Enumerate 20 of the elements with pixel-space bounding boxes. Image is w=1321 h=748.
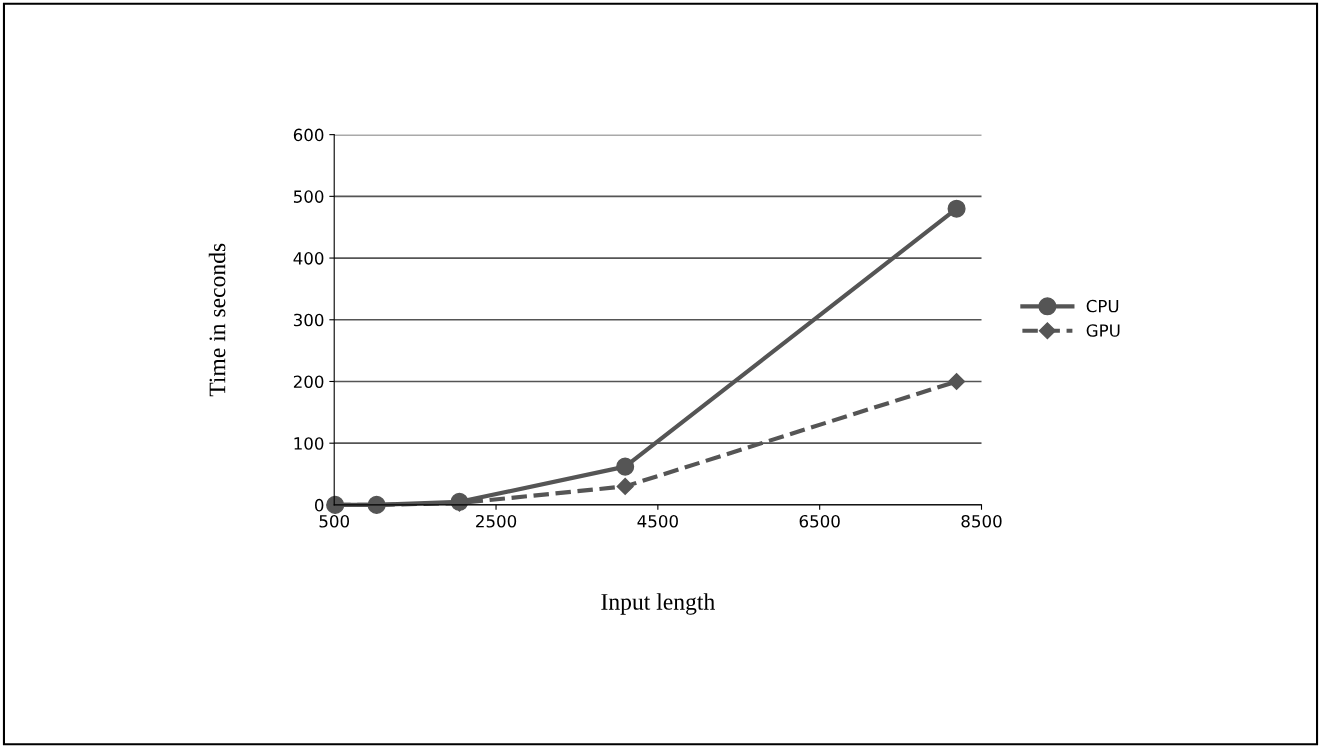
point — [616, 457, 635, 476]
y-tick-label: 600 — [293, 128, 324, 142]
y-tick-label: 100 — [294, 437, 324, 450]
y-tick-label: 500 — [293, 190, 324, 203]
x-tick-label: 6500 — [799, 514, 840, 528]
x-tick-label: 4500 — [637, 514, 678, 528]
y-tick-label: 300 — [293, 313, 324, 327]
y-tick-label: 0 — [314, 498, 324, 512]
x-tick-label: 500 — [319, 514, 350, 528]
y-tick-label: 200 — [293, 375, 324, 389]
x-tick-label: 8500 — [961, 514, 1002, 528]
legend-label: GPU — [1086, 324, 1120, 337]
y-tick-label: 400 — [293, 252, 324, 265]
point — [947, 199, 966, 218]
y-axis-title: Time in seconds — [208, 243, 226, 397]
point — [616, 477, 634, 495]
x-tick-label: 2500 — [476, 514, 517, 528]
legend-label: CPU — [1086, 299, 1119, 313]
point — [948, 372, 966, 391]
x-axis-title: Input length — [601, 593, 715, 615]
